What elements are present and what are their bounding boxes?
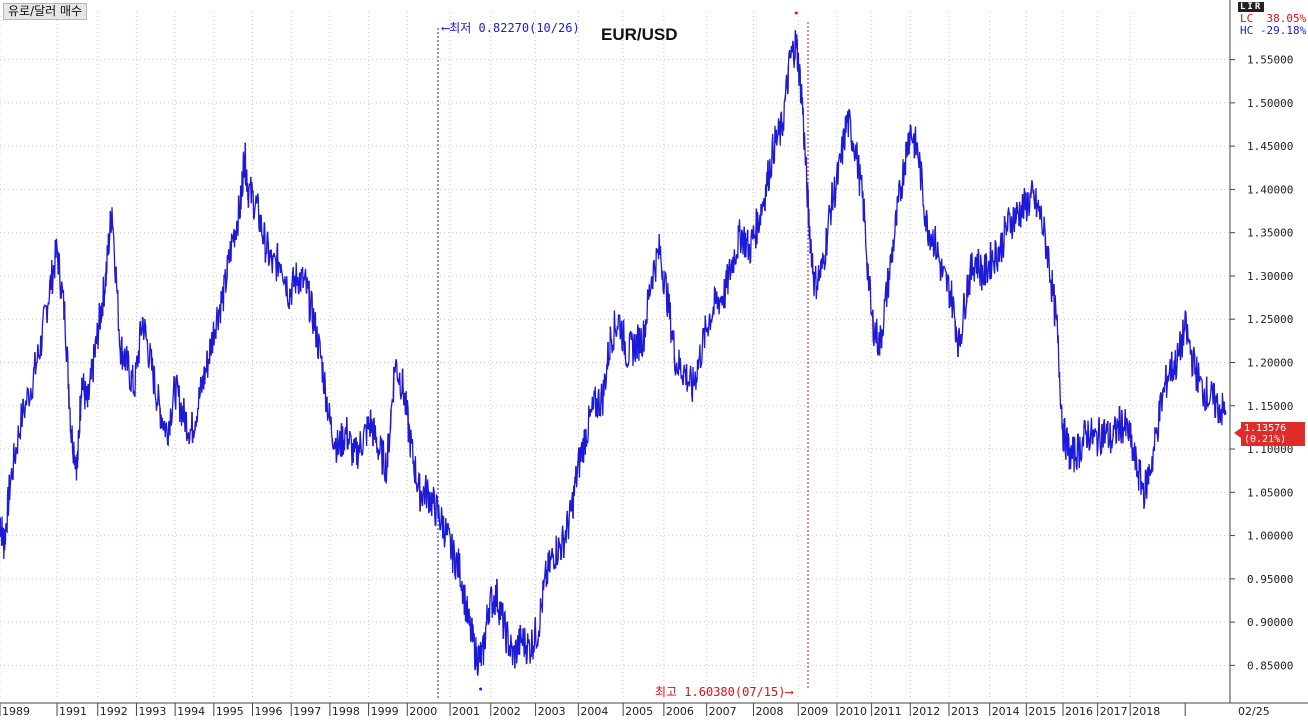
y-tick-label: 0.85000 — [1247, 659, 1293, 672]
lir-badge[interactable]: LIR — [1238, 2, 1265, 12]
y-tick-label: 1.45000 — [1247, 140, 1293, 153]
y-tick-label: 0.95000 — [1247, 573, 1293, 586]
x-tick-label: 2013 — [951, 705, 979, 718]
y-tick-label: 1.15000 — [1247, 400, 1293, 413]
high-annotation-text: 최고 1.60380(07/15) — [655, 685, 786, 699]
x-tick-label: 2017 — [1100, 705, 1128, 718]
y-tick-labels: 0.85000 0.90000 0.95000 1.00000 1.05000 1.100… — [1247, 54, 1293, 673]
y-tick-label: 1.55000 — [1247, 54, 1293, 67]
x-tick-label: 1991 — [59, 705, 87, 718]
low-point-marker — [479, 687, 483, 691]
x-tick-label: 2009 — [800, 705, 828, 718]
x-tick-label: 2008 — [755, 705, 783, 718]
x-tick-label: 2016 — [1065, 705, 1093, 718]
x-tick-label: 2018 — [1132, 705, 1160, 718]
high-point-marker — [794, 11, 798, 15]
y-tick-label: 1.20000 — [1247, 356, 1293, 369]
low-annotation-text: 최저 0.82270(10/26) — [449, 21, 580, 35]
x-tick-label: 02/25 — [1238, 705, 1270, 718]
price-tag-change: (0.21%) — [1244, 434, 1287, 445]
x-tick-label: 2001 — [452, 705, 480, 718]
price-tag-value: 1.13576 — [1244, 423, 1287, 434]
y-tick-label: 1.30000 — [1247, 270, 1293, 283]
x-tick-label: 1997 — [293, 705, 321, 718]
lc-value: LC 38.05% — [1240, 12, 1307, 25]
x-tick-label: 1999 — [371, 705, 399, 718]
x-tick-label: 1989 — [2, 705, 30, 718]
price-tag-arrow-icon — [1234, 428, 1241, 438]
price-tag: 1.13576 (0.21%) — [1241, 422, 1305, 446]
y-gridlines — [0, 59, 1235, 666]
x-tick-label: 2003 — [538, 705, 566, 718]
x-tick-label: 1993 — [138, 705, 166, 718]
x-gridlines — [0, 12, 1186, 716]
y-tick-label: 1.35000 — [1247, 227, 1293, 240]
x-tick-label: 2004 — [580, 705, 608, 718]
series-layer — [0, 11, 1227, 691]
x-tick-label: 2011 — [874, 705, 902, 718]
x-tick-label: 2002 — [493, 705, 521, 718]
y-tick-label: 1.10000 — [1247, 443, 1293, 456]
x-tick-label: 1996 — [255, 705, 283, 718]
legend-badge[interactable]: 유로/달러 매수 — [3, 3, 88, 20]
x-tick-label: 2005 — [625, 705, 653, 718]
x-tick-label: 2006 — [666, 705, 694, 718]
high-annotation: 최고 1.60380(07/15)⟶ — [655, 685, 793, 699]
x-tick-label: 1998 — [332, 705, 360, 718]
x-tick-label: 2007 — [709, 705, 737, 718]
series-line — [0, 30, 1227, 676]
x-tick-label: 1994 — [177, 705, 205, 718]
x-tick-label: 2010 — [839, 705, 867, 718]
y-tick-label: 1.05000 — [1247, 486, 1293, 499]
x-tick-label: 2000 — [409, 705, 437, 718]
y-tick-label: 1.00000 — [1247, 530, 1293, 543]
x-tick-label: 2012 — [912, 705, 940, 718]
x-tick-label: 2014 — [992, 705, 1020, 718]
chart-title: EUR/USD — [601, 25, 678, 44]
y-tick-label: 1.50000 — [1247, 97, 1293, 110]
hc-value: HC -29.18% — [1240, 24, 1307, 37]
x-tick-label: 2015 — [1028, 705, 1056, 718]
y-tick-label: 0.90000 — [1247, 616, 1293, 629]
y-tick-label: 1.25000 — [1247, 313, 1293, 326]
legend-label: 유로/달러 매수 — [8, 4, 83, 18]
x-tick-label: 1992 — [100, 705, 128, 718]
y-tick-label: 1.40000 — [1247, 183, 1293, 196]
x-tick-label: 1995 — [216, 705, 244, 718]
x-tick-labels: 1989 1991 1992 1993 1994 1995 1996 1997 1998 1999… — [2, 705, 1270, 718]
low-annotation: ⟵최저 0.82270(10/26) — [442, 21, 580, 35]
